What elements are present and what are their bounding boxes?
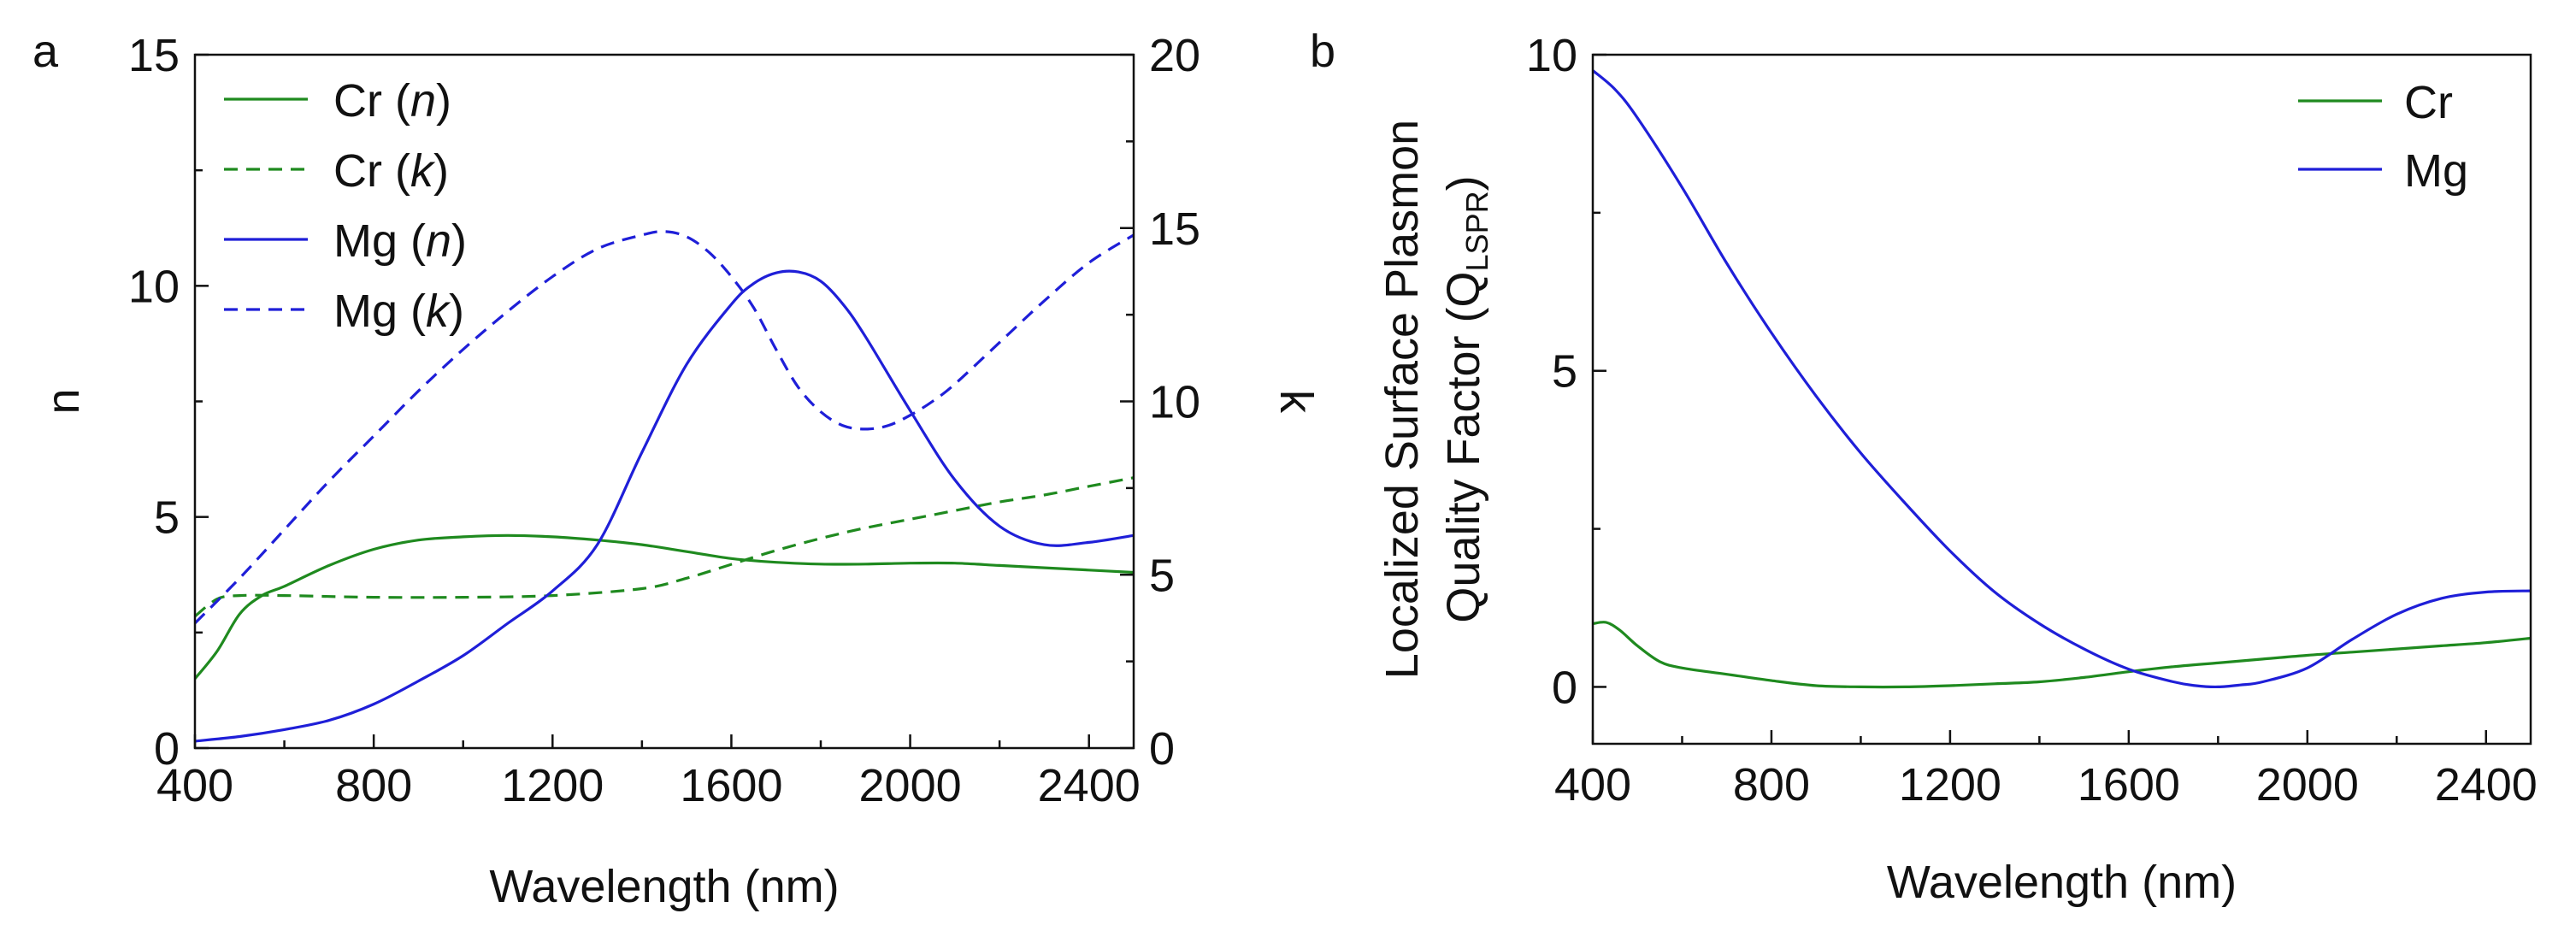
legend-entry-mg-k: Mg (k) xyxy=(333,286,464,337)
legend-entry-cr: Cr xyxy=(2404,77,2453,128)
x-tick-label: 1600 xyxy=(680,760,782,811)
panel-b-label: b xyxy=(1310,26,1335,77)
series-line-cr-n xyxy=(195,533,1134,680)
y-axis-label-line2: Quality Factor (QLSPR) xyxy=(1438,175,1494,622)
series-line-cr-k xyxy=(195,476,1134,618)
legend-entry-cr-n: Cr (n) xyxy=(333,75,451,127)
plot-frame xyxy=(1591,53,2532,746)
panel-a-chart: 400 800 1200 1600 2000 240005101505101520Wave… xyxy=(38,30,1322,912)
x-tick-label: 1200 xyxy=(1899,759,2001,810)
y-tick-label: 0 xyxy=(1552,662,1577,713)
x-tick-label: 400 xyxy=(156,760,233,811)
y2-tick-label: 5 xyxy=(1149,550,1175,601)
y-tick-label: 5 xyxy=(1552,346,1577,398)
panel-b-chart: 400 800 1200 1600 2000 2400 0 5 10 Wavelength (nm… xyxy=(1376,30,2538,908)
y-tick-label: 10 xyxy=(1526,30,1577,81)
y2-tick-label: 20 xyxy=(1149,30,1200,81)
y2-axis-label: k xyxy=(1270,390,1322,414)
y-axis-label: n xyxy=(38,388,89,414)
y-tick-label: 10 xyxy=(128,261,180,312)
y-axis-label-line1: Localized Surface Plasmon xyxy=(1376,120,1428,679)
y-tick-label: 5 xyxy=(154,492,180,544)
series-line-mg-k xyxy=(195,230,1134,625)
x-tick-label: 2400 xyxy=(1038,760,1141,811)
y2-tick-label: 10 xyxy=(1149,377,1200,428)
series-line-mg xyxy=(1593,69,2531,689)
x-tick-label: 800 xyxy=(335,760,412,811)
x-axis-label: Wavelength (nm) xyxy=(489,861,839,912)
legend-entry-cr-k: Cr (k) xyxy=(333,145,449,197)
legend: Cr (n) Cr (k) Mg (n) Mg (k) xyxy=(224,75,467,337)
x-tick-label: 2000 xyxy=(859,760,962,811)
x-tick-label: 2000 xyxy=(2256,759,2359,810)
y2-tick-label: 0 xyxy=(1149,723,1175,775)
y2-tick-label: 15 xyxy=(1149,203,1200,255)
x-tick-label: 800 xyxy=(1733,759,1810,810)
legend: Cr Mg xyxy=(2298,77,2468,197)
y-tick-label: 15 xyxy=(128,30,180,81)
legend-entry-mg-n: Mg (n) xyxy=(333,215,467,267)
x-tick-label: 1200 xyxy=(501,760,604,811)
x-tick-label: 400 xyxy=(1554,759,1631,810)
x-tick-label: 1600 xyxy=(2078,759,2180,810)
x-tick-label: 2400 xyxy=(2435,759,2538,810)
y-tick-label: 0 xyxy=(154,723,180,775)
x-axis-label: Wavelength (nm) xyxy=(1887,857,2237,908)
panel-a-label: a xyxy=(32,26,59,77)
legend-entry-mg: Mg xyxy=(2404,145,2468,197)
series-line-mg-n xyxy=(195,269,1134,743)
series-line-cr xyxy=(1593,621,2531,689)
